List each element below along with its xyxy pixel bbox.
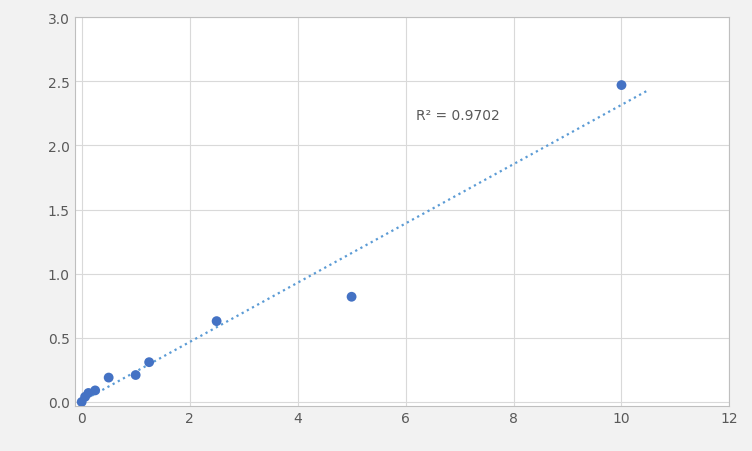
Point <box>89 387 102 394</box>
Point <box>211 318 223 325</box>
Point <box>143 359 155 366</box>
Point <box>129 372 141 379</box>
Point <box>76 398 88 405</box>
Point <box>615 82 627 89</box>
Point <box>103 374 115 382</box>
Text: R² = 0.9702: R² = 0.9702 <box>417 109 500 123</box>
Point <box>346 294 358 301</box>
Point <box>79 393 91 400</box>
Point <box>83 390 95 397</box>
